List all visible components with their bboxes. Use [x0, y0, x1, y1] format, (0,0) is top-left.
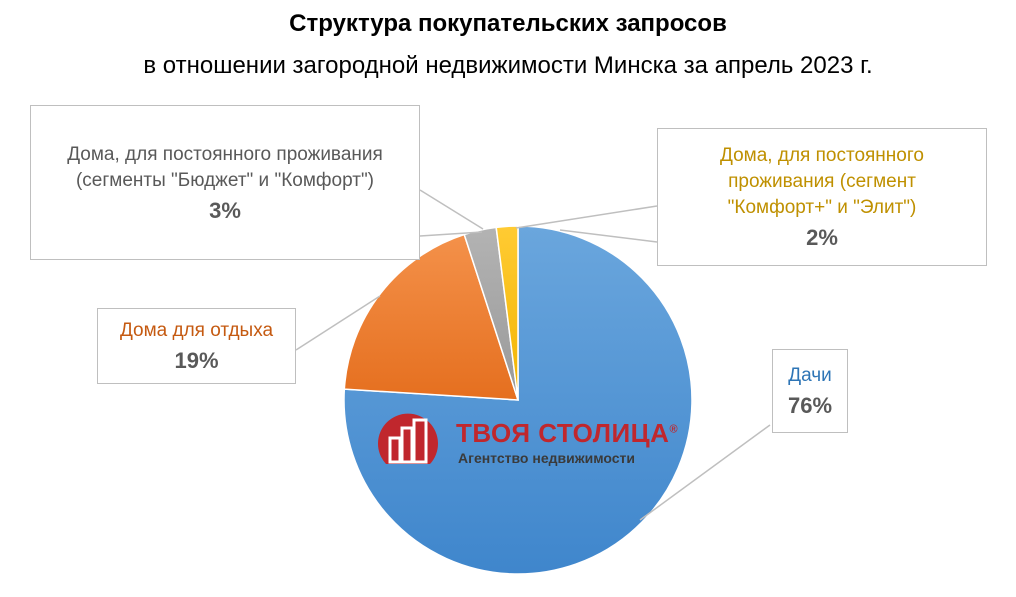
slice-label-dachi: Дачи 76%: [772, 349, 848, 433]
slice-label-percent: 19%: [174, 348, 219, 373]
agency-logo: ТВОЯ СТОЛИЦА® Агентство недвижимости: [376, 408, 696, 468]
slice-label-comfortplus-elit: Дома, для постоянного проживания (сегмен…: [657, 128, 987, 266]
pie-slice-doma-dlya-otdykha: [343, 233, 520, 401]
leader-line: [295, 295, 381, 351]
leader-line: [639, 424, 771, 521]
slice-label-percent: 2%: [806, 225, 838, 250]
logo-tagline: Агентство недвижимости: [458, 450, 636, 466]
slice-label-budget-comfort: Дома, для постоянного проживания (сегмен…: [30, 105, 420, 260]
leader-line: [515, 205, 658, 229]
registered-mark: ®: [669, 423, 679, 436]
chart-title: Структура покупательских запросов: [289, 10, 727, 37]
chart-subtitle: в отношении загородной недвижимости Минс…: [143, 52, 873, 79]
building-logo-icon: [378, 413, 438, 464]
leader-line: [419, 189, 484, 230]
leader-line: [559, 229, 658, 243]
slice-label-text: Дома, для постоянного проживания (сегмен…: [67, 143, 383, 191]
logo-name: ТВОЯ СТОЛИЦА®: [456, 418, 679, 448]
slice-label-doma-dlya-otdykha: Дома для отдыха 19%: [97, 308, 296, 384]
slice-label-text: Дома для отдыха: [119, 320, 274, 341]
slice-label-text: Дома, для постоянного проживания (сегмен…: [720, 145, 924, 218]
slice-label-percent: 3%: [209, 197, 241, 223]
pie-slice-comfortplus-elit: [495, 225, 519, 401]
slice-label-percent: 76%: [787, 393, 833, 418]
slice-label-text: Дачи: [788, 365, 832, 386]
leader-line: [419, 231, 483, 237]
